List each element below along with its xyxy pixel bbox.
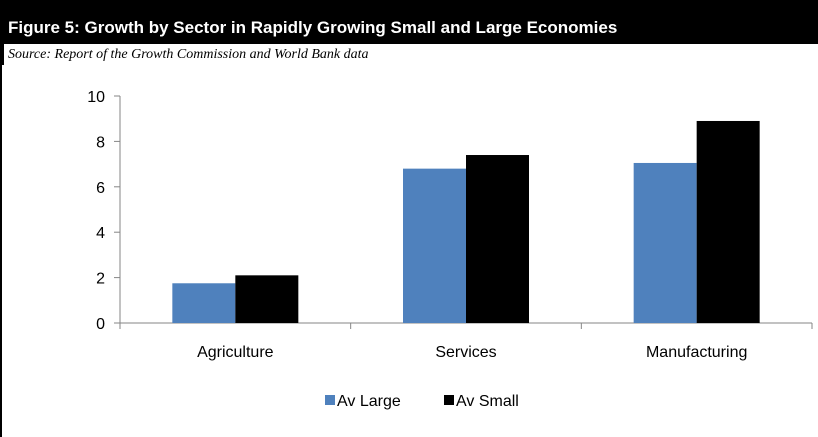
y-tick-label: 4 bbox=[96, 225, 105, 242]
figure-title: Figure 5: Growth by Sector in Rapidly Gr… bbox=[8, 18, 618, 37]
x-category-label: Services bbox=[435, 344, 496, 361]
y-tick-label: 0 bbox=[96, 316, 105, 333]
figure-source: Source: Report of the Growth Commission … bbox=[4, 44, 818, 65]
legend-label: Av Small bbox=[456, 393, 519, 410]
bar-av-large-agriculture bbox=[172, 283, 236, 323]
y-tick-label: 8 bbox=[96, 134, 105, 151]
figure-header: Figure 5: Growth by Sector in Rapidly Gr… bbox=[2, 0, 818, 65]
legend-label: Av Large bbox=[337, 393, 401, 410]
y-tick-label: 10 bbox=[87, 89, 105, 106]
x-category-label: Manufacturing bbox=[646, 344, 747, 361]
bar-av-large-services bbox=[403, 168, 466, 323]
legend-swatch bbox=[444, 395, 454, 405]
legend-swatch bbox=[325, 395, 335, 405]
bar-av-small-services bbox=[466, 155, 529, 323]
y-tick-label: 2 bbox=[96, 271, 105, 288]
x-category-label: Agriculture bbox=[197, 344, 274, 361]
bar-av-small-manufacturing bbox=[696, 120, 760, 323]
bar-av-large-manufacturing bbox=[633, 162, 697, 323]
y-tick-label: 6 bbox=[96, 180, 105, 197]
bar-av-small-agriculture bbox=[235, 275, 299, 323]
